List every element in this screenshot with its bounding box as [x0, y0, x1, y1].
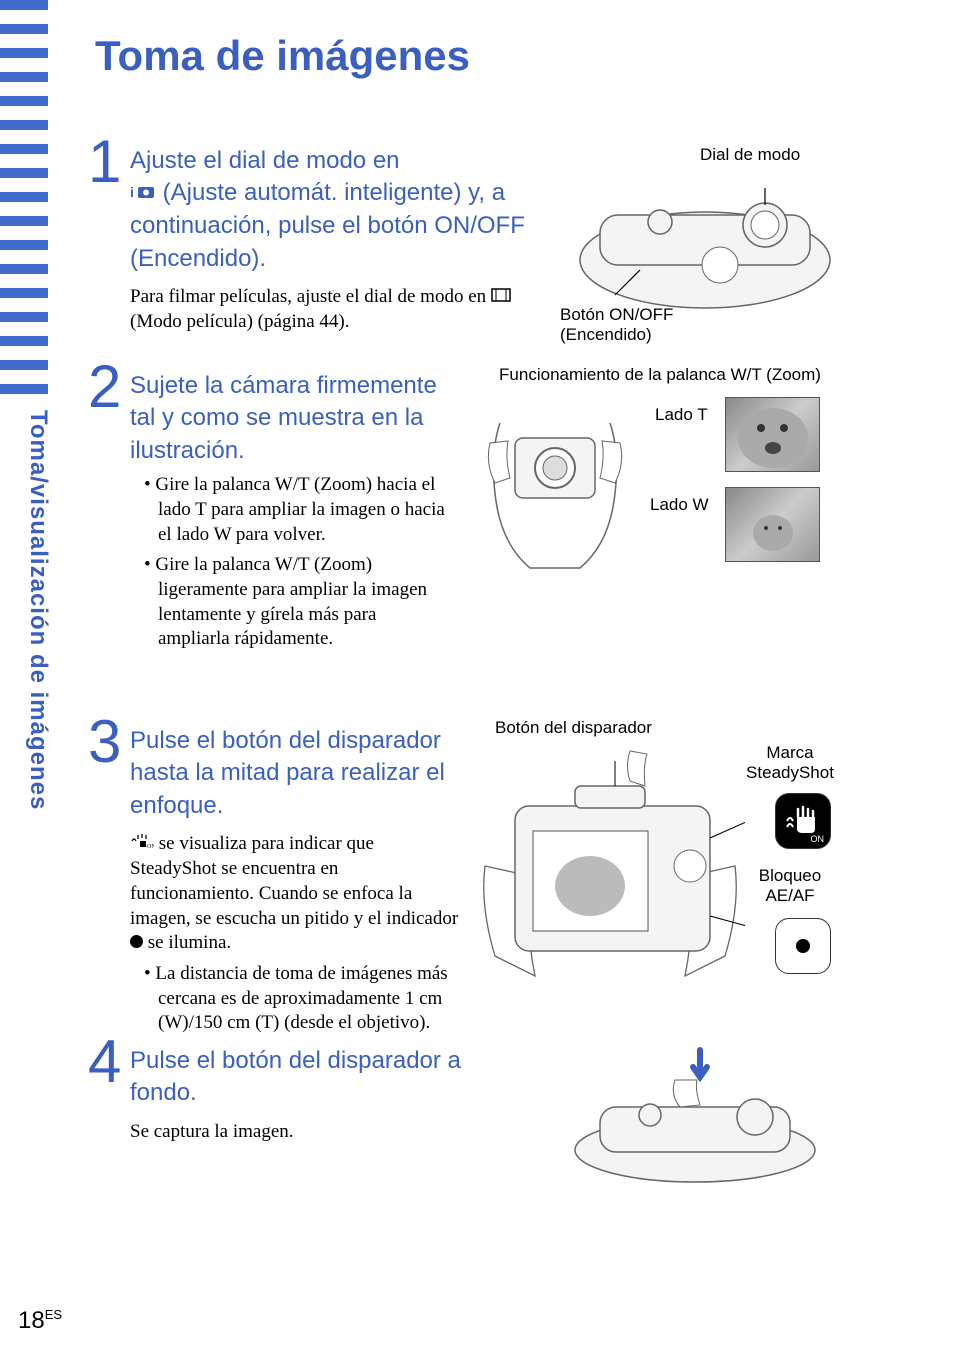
- zoom-t-thumbnail: [725, 397, 820, 472]
- step-4-body: Se captura la imagen.: [130, 1120, 530, 1145]
- step-3-body-part1: se visualiza para indicar que SteadyShot…: [130, 833, 458, 928]
- auto-mode-icon: i: [130, 178, 156, 210]
- step-number-1: 1: [88, 127, 121, 196]
- focus-dot-inline-icon: [130, 935, 143, 948]
- step-number-3: 3: [88, 707, 121, 776]
- step-3-bullet-1: La distancia de toma de imágenes más cer…: [130, 962, 460, 1036]
- holding-camera-illustration: [460, 393, 650, 583]
- dial-mode-label: Dial de modo: [700, 145, 800, 165]
- step-2-bullet-1: Gire la palanca W/T (Zoom) hacia el lado…: [130, 473, 445, 547]
- camera-back-illustration: [475, 746, 745, 986]
- ae-af-lock-label: Bloqueo AE/AF: [740, 866, 840, 906]
- section-tab: Toma/visualización de imágenes: [24, 410, 52, 810]
- lado-t-label: Lado T: [655, 405, 708, 425]
- step-2-bullet-2: Gire la palanca W/T (Zoom) ligeramente p…: [130, 553, 445, 652]
- zoom-w-thumbnail: [725, 487, 820, 562]
- step-2-diagram: Funcionamiento de la palanca W/T (Zoom) …: [460, 365, 860, 595]
- step-1-head-line1: Ajuste el dial de modo en: [130, 147, 400, 174]
- step-1-body: Para filmar películas, ajuste el dial de…: [130, 285, 550, 335]
- step-number-2: 2: [88, 352, 121, 421]
- steadyshot-mark-label: Marca SteadyShot: [735, 743, 845, 783]
- left-margin-stripes: [0, 0, 48, 410]
- ae-af-lock-icon-box: [775, 918, 831, 974]
- step-2: 2 Sujete la cámara firmemente tal y como…: [130, 370, 445, 652]
- step-1: 1 Ajuste el dial de modo en i (Ajuste au…: [130, 145, 550, 335]
- step-3-body-part2: se ilumina.: [148, 932, 231, 953]
- step-4-diagram: [555, 1045, 835, 1185]
- svg-text:i: i: [130, 184, 134, 200]
- steadyshot-icon-box: ON: [775, 793, 831, 849]
- lado-w-label: Lado W: [650, 495, 709, 515]
- movie-mode-icon: [491, 285, 511, 310]
- step-1-body-tail: (Modo película) (página 44).: [130, 311, 349, 332]
- shutter-button-label: Botón del disparador: [495, 718, 652, 738]
- step-number-4: 4: [88, 1027, 121, 1096]
- camera-top-illustration: [570, 170, 840, 315]
- focus-lock-dot-icon: [796, 939, 810, 953]
- step-1-diagram: Dial de modo Botón ON/OFF (Encendido): [560, 145, 860, 340]
- steadyshot-on-text: ON: [811, 834, 825, 844]
- onoff-button-label: Botón ON/OFF (Encendido): [560, 305, 710, 345]
- step-1-head-line2: (Ajuste automát. inteligente) y, a conti…: [130, 179, 525, 271]
- page-title: Toma de imágenes: [95, 32, 470, 80]
- page-number-value: 18: [18, 1307, 45, 1334]
- step-4: 4 Pulse el botón del disparador a fondo.…: [130, 1045, 530, 1144]
- step-3-diagram: Botón del disparador Marca SteadyShot Bl…: [475, 718, 865, 998]
- step-3-body: ON se visualiza para indicar que SteadyS…: [130, 832, 460, 956]
- step-1-body-text: Para filmar películas, ajuste el dial de…: [130, 286, 486, 307]
- step-3: 3 Pulse el botón del disparador hasta la…: [130, 725, 460, 1036]
- svg-text:ON: ON: [147, 844, 154, 849]
- step-2-heading: Sujete la cámara firmemente tal y como s…: [130, 370, 445, 467]
- camera-press-illustration: [555, 1045, 835, 1185]
- zoom-lever-label: Funcionamiento de la palanca W/T (Zoom): [470, 365, 850, 385]
- step-1-heading: Ajuste el dial de modo en i (Ajuste auto…: [130, 145, 550, 275]
- page-number: 18ES: [18, 1307, 62, 1335]
- step-4-heading: Pulse el botón del disparador a fondo.: [130, 1045, 530, 1110]
- step-3-heading: Pulse el botón del disparador hasta la m…: [130, 725, 460, 822]
- steadyshot-inline-icon: ON: [130, 832, 154, 857]
- page-number-suffix: ES: [45, 1307, 62, 1322]
